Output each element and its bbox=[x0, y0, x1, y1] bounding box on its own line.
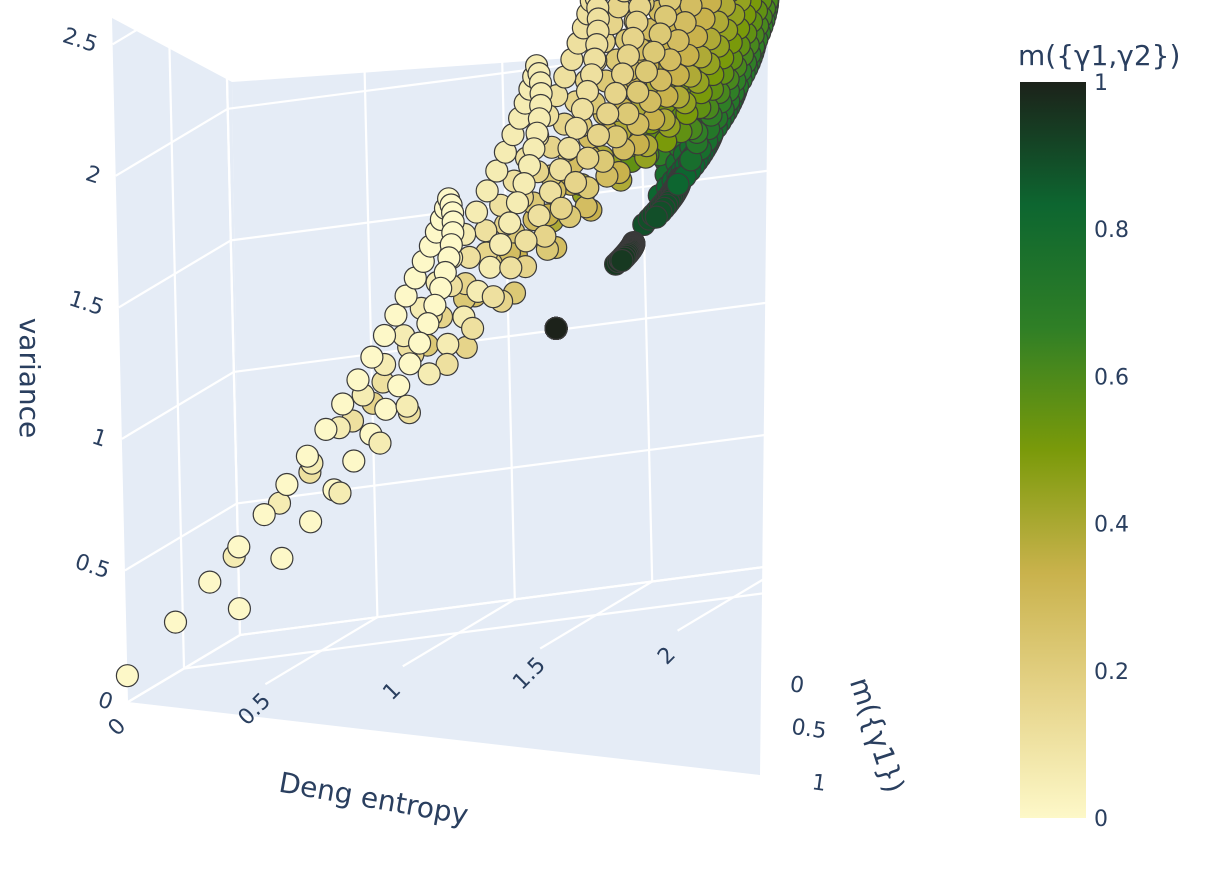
scatter-point bbox=[610, 62, 635, 86]
scatter-point bbox=[485, 159, 509, 183]
scatter-point bbox=[417, 362, 441, 386]
scatter-point bbox=[252, 502, 276, 527]
colorbar-tick-label: 0.6 bbox=[1094, 365, 1129, 390]
scatter-point bbox=[163, 610, 188, 634]
scatter-point bbox=[395, 394, 419, 418]
scatter-point bbox=[596, 102, 620, 126]
scatter-point bbox=[299, 510, 323, 534]
scatter-point bbox=[115, 664, 140, 688]
grid-line-y bbox=[224, 0, 242, 636]
scatter-point bbox=[314, 417, 338, 441]
grid-line-y bbox=[239, 551, 873, 637]
y-tick-label: 0.5 bbox=[790, 715, 828, 745]
scatter-point bbox=[481, 285, 505, 309]
scatter-point bbox=[464, 200, 489, 224]
scatter-point bbox=[527, 204, 551, 228]
scatter-point bbox=[610, 248, 634, 273]
scatter-point bbox=[576, 146, 600, 170]
scatter-point bbox=[295, 444, 319, 468]
scatter-point bbox=[606, 0, 630, 19]
z-axis-ticks: 0 0.5 1 1.5 2 2.5 bbox=[59, 23, 115, 715]
scatter-point bbox=[626, 80, 650, 104]
z-axis-title: variance bbox=[13, 318, 46, 439]
colorbar-ticks: 0 0.2 0.4 0.6 0.8 1 bbox=[1094, 71, 1129, 832]
scatter-point bbox=[548, 158, 573, 182]
z-tick-label: 0.5 bbox=[72, 550, 113, 585]
grid-line-y bbox=[167, 0, 186, 669]
scatter-point bbox=[475, 179, 499, 203]
z-tick-label: 2.5 bbox=[59, 23, 100, 58]
grid-line-x bbox=[775, 0, 791, 564]
scatter-point bbox=[538, 180, 563, 204]
scatter-point bbox=[398, 352, 422, 376]
scatter-point bbox=[360, 345, 384, 369]
scatter-point bbox=[634, 60, 659, 84]
scatter-point bbox=[368, 431, 392, 455]
scatter-point bbox=[227, 535, 251, 559]
scatter-point bbox=[557, 136, 581, 160]
scatter-point bbox=[384, 303, 408, 327]
scatter-point bbox=[461, 316, 485, 340]
scatter-point bbox=[387, 374, 411, 398]
scatter-point bbox=[372, 323, 397, 348]
scatter-point bbox=[563, 170, 588, 195]
y-axis-ticks: 00.51 bbox=[788, 672, 828, 797]
colorbar-tick-label: 0 bbox=[1094, 807, 1108, 832]
scatter-point bbox=[489, 232, 513, 257]
scatter-point bbox=[544, 316, 568, 340]
scatter-point bbox=[198, 570, 222, 594]
y-tick-label: 1 bbox=[810, 770, 827, 797]
scatter-point bbox=[514, 229, 538, 253]
scatter-point bbox=[499, 256, 523, 280]
scatter-point bbox=[328, 481, 352, 505]
z-tick-label: 0 bbox=[95, 688, 116, 716]
scatter-point bbox=[586, 123, 611, 147]
y-axis-title: m({γ1}) bbox=[843, 673, 911, 797]
z-tick-label: 1.5 bbox=[66, 286, 107, 321]
colorbar-title: m({γ1,γ2}) bbox=[1018, 39, 1180, 72]
colorbar bbox=[1020, 82, 1086, 818]
scatter-point bbox=[505, 191, 530, 215]
scatter-point bbox=[435, 352, 459, 376]
scatter-point bbox=[270, 546, 294, 571]
scatter-point bbox=[408, 331, 432, 355]
scatter-point bbox=[549, 196, 573, 220]
colorbar-tick-label: 0.8 bbox=[1094, 218, 1129, 243]
grid-line-x bbox=[361, 0, 379, 618]
scatter-point bbox=[436, 332, 460, 356]
scatter-point bbox=[331, 392, 355, 416]
scatter-point bbox=[346, 368, 370, 392]
z-tick-label: 2 bbox=[83, 161, 104, 189]
scatter-point bbox=[604, 81, 628, 106]
scatter-point bbox=[416, 312, 440, 336]
colorbar-tick-label: 1 bbox=[1094, 71, 1108, 96]
scatter-point bbox=[666, 172, 690, 196]
scatter-point bbox=[564, 116, 588, 140]
scatter-point bbox=[374, 397, 398, 421]
scatter-point bbox=[478, 255, 502, 279]
scatter-point bbox=[642, 40, 666, 64]
z-tick-label: 1 bbox=[89, 425, 110, 453]
colorbar-tick-label: 0.4 bbox=[1094, 513, 1129, 538]
scatter-point bbox=[616, 102, 640, 126]
colorbar-tick-label: 0.2 bbox=[1094, 660, 1129, 685]
scatter-point bbox=[498, 211, 522, 235]
floor-plane bbox=[128, 620, 760, 775]
scatter-point bbox=[342, 449, 366, 473]
y-tick-label: 0 bbox=[788, 672, 805, 699]
x-tick-label: 0 bbox=[104, 714, 132, 742]
grid-line-y bbox=[183, 585, 817, 670]
x-axis-title: Deng entropy bbox=[276, 766, 470, 832]
scatter-point bbox=[227, 597, 251, 621]
scatter-point bbox=[617, 0, 632, 3]
scatter-point bbox=[644, 205, 668, 229]
scatter-point bbox=[275, 472, 299, 497]
data-points bbox=[115, 0, 780, 688]
